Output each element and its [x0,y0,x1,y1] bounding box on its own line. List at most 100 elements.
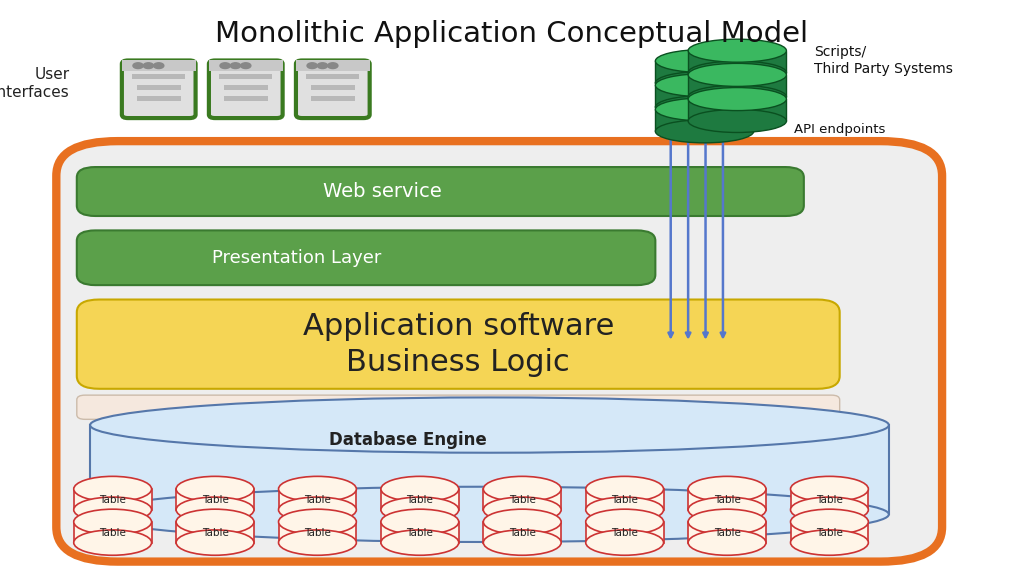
Ellipse shape [381,509,459,535]
Text: Table: Table [304,528,331,538]
Text: Monolithic Application Conceptual Model: Monolithic Application Conceptual Model [215,20,809,48]
Ellipse shape [655,71,754,94]
Bar [132,74,185,79]
Ellipse shape [279,476,356,502]
FancyBboxPatch shape [296,60,370,118]
Ellipse shape [791,476,868,502]
Bar [296,60,370,71]
Circle shape [307,63,317,69]
Circle shape [133,63,143,69]
Ellipse shape [483,530,561,555]
Ellipse shape [655,96,754,119]
Text: Table: Table [202,495,228,505]
Ellipse shape [279,509,356,535]
Text: Run time libraries: Run time libraries [390,400,526,415]
Ellipse shape [791,530,868,555]
Text: Table: Table [714,495,740,505]
Bar [74,522,152,543]
Ellipse shape [586,497,664,522]
Text: Scripts/
Third Party Systems: Scripts/ Third Party Systems [814,46,953,75]
Ellipse shape [381,497,459,522]
Ellipse shape [74,530,152,555]
Ellipse shape [586,476,664,502]
Ellipse shape [74,509,152,535]
Ellipse shape [483,497,561,522]
Ellipse shape [688,39,786,62]
Bar [209,60,283,71]
Ellipse shape [688,476,766,502]
Bar [655,61,754,83]
Ellipse shape [688,61,786,84]
Ellipse shape [279,497,356,522]
Bar [688,75,786,97]
Bar [688,51,786,73]
Text: Application software
Business Logic: Application software Business Logic [302,312,614,377]
Ellipse shape [176,530,254,555]
Ellipse shape [176,509,254,535]
Text: Database Engine: Database Engine [329,431,486,449]
Ellipse shape [74,476,152,502]
Ellipse shape [586,530,664,555]
Ellipse shape [176,476,254,502]
Bar [310,85,355,90]
FancyBboxPatch shape [209,60,283,118]
Bar [176,489,254,510]
Ellipse shape [176,497,254,522]
Circle shape [143,63,154,69]
Text: Table: Table [509,528,536,538]
Ellipse shape [655,120,754,143]
FancyBboxPatch shape [122,60,196,118]
Ellipse shape [483,509,561,535]
Bar [306,74,359,79]
Bar [655,109,754,131]
Circle shape [241,63,251,69]
Bar [176,522,254,543]
FancyBboxPatch shape [77,395,840,419]
Ellipse shape [90,487,889,542]
Ellipse shape [279,530,356,555]
Bar [381,489,459,510]
Bar [586,489,664,510]
Bar [223,96,268,101]
Bar [655,85,754,107]
Ellipse shape [655,74,754,97]
Text: Table: Table [816,495,843,505]
Ellipse shape [688,85,786,108]
Text: Table: Table [816,528,843,538]
Ellipse shape [688,509,766,535]
Text: Table: Table [99,528,126,538]
Bar [279,522,356,543]
Bar [279,489,356,510]
Text: Table: Table [509,495,536,505]
Circle shape [154,63,164,69]
Bar [90,425,889,514]
Text: Table: Table [611,528,638,538]
Circle shape [230,63,241,69]
Ellipse shape [586,509,664,535]
Circle shape [328,63,338,69]
Bar [136,85,181,90]
Bar [688,99,786,121]
Ellipse shape [381,476,459,502]
Bar [223,85,268,90]
Bar [688,489,766,510]
Bar [586,522,664,543]
Bar [791,522,868,543]
Bar [122,60,196,71]
Bar [483,489,561,510]
Ellipse shape [655,98,754,121]
Ellipse shape [688,63,786,86]
Text: Table: Table [611,495,638,505]
Ellipse shape [791,509,868,535]
Text: Table: Table [304,495,331,505]
Circle shape [220,63,230,69]
Bar [136,96,181,101]
Ellipse shape [381,530,459,555]
FancyBboxPatch shape [77,230,655,285]
Bar [791,489,868,510]
Bar [381,522,459,543]
Bar [310,96,355,101]
Text: API endpoints: API endpoints [794,123,885,136]
Text: Table: Table [99,495,126,505]
Circle shape [317,63,328,69]
